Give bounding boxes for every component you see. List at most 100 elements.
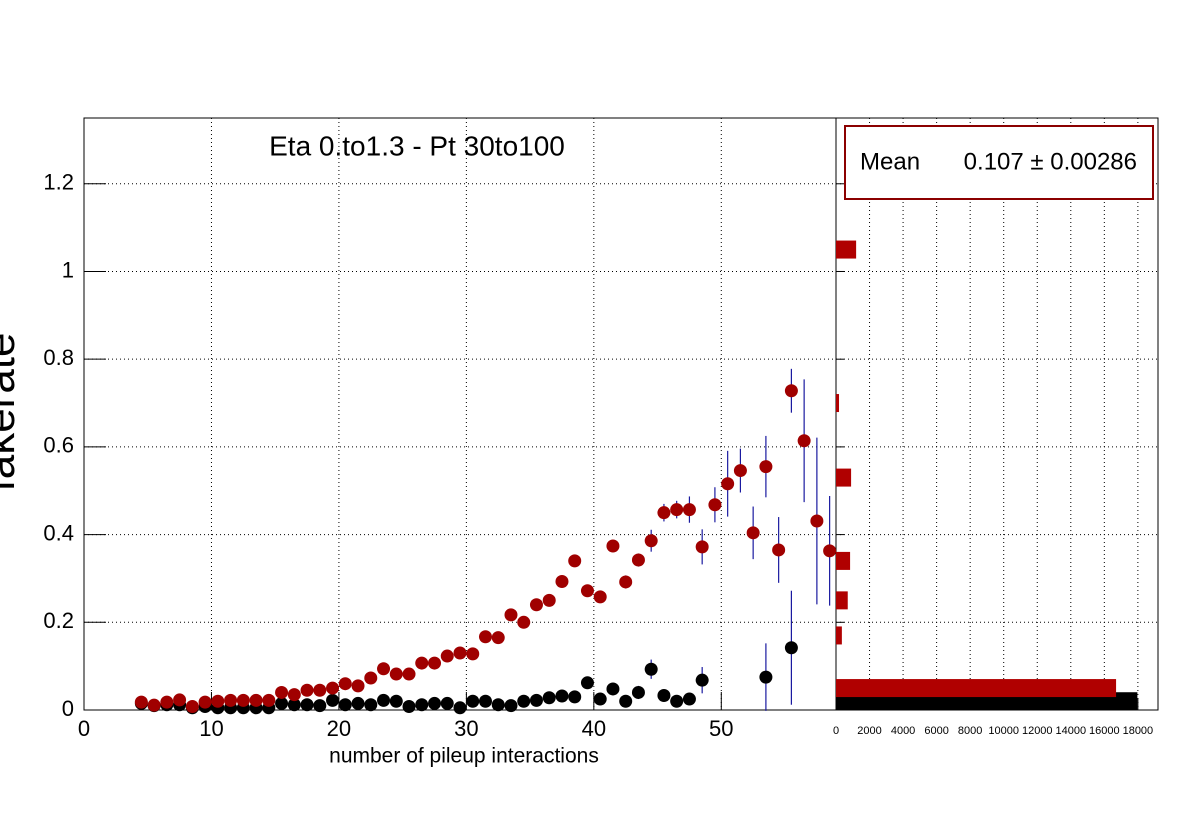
data-point	[784, 384, 798, 398]
x-tick-label: 8000	[958, 725, 982, 737]
data-point	[529, 693, 543, 707]
data-point	[377, 693, 391, 707]
y-tick-label: 0.2	[43, 608, 74, 633]
data-point	[313, 699, 327, 713]
x-tick-label: 20	[327, 716, 351, 741]
data-point	[504, 699, 518, 713]
data-point	[351, 696, 365, 710]
data-point	[249, 693, 263, 707]
data-point	[695, 673, 709, 687]
y-tick-label: 0	[62, 696, 74, 721]
data-point	[402, 667, 416, 681]
data-point	[517, 694, 531, 708]
y-tick-label: 0.4	[43, 520, 74, 545]
data-point	[440, 696, 454, 710]
data-point	[657, 506, 671, 520]
data-point	[568, 554, 582, 568]
data-point	[759, 460, 773, 474]
data-point	[389, 694, 403, 708]
data-point	[555, 689, 569, 703]
data-point	[580, 584, 594, 598]
data-point	[466, 647, 480, 661]
data-point	[772, 543, 786, 557]
y-axis-label: fakerate	[0, 333, 24, 492]
data-point	[338, 698, 352, 712]
data-point	[134, 695, 148, 709]
data-point	[721, 477, 735, 491]
x-tick-label: 16000	[1089, 725, 1120, 737]
data-point	[275, 685, 289, 699]
x-axis-label: number of pileup interactions	[329, 745, 599, 768]
data-point	[644, 662, 658, 676]
data-point	[682, 503, 696, 517]
data-point	[287, 698, 301, 712]
data-point	[670, 503, 684, 517]
data-point	[491, 698, 505, 712]
data-point	[466, 694, 480, 708]
x-tick-label: 14000	[1055, 725, 1086, 737]
data-point	[415, 698, 429, 712]
bar	[836, 679, 1117, 698]
x-tick-label: 4000	[891, 725, 915, 737]
data-point	[236, 693, 250, 707]
data-point	[529, 598, 543, 612]
data-point	[708, 498, 722, 512]
data-point	[733, 464, 747, 478]
data-point	[415, 656, 429, 670]
data-point	[275, 696, 289, 710]
data-point	[440, 649, 454, 663]
x-tick-label: 0	[78, 716, 90, 741]
x-tick-label: 40	[582, 716, 606, 741]
bar	[836, 240, 857, 259]
data-point	[695, 540, 709, 554]
data-point	[542, 593, 556, 607]
bar	[836, 591, 848, 610]
data-point	[542, 691, 556, 705]
data-point	[262, 693, 276, 707]
data-point	[478, 630, 492, 644]
x-tick-label: 50	[709, 716, 733, 741]
data-point	[606, 682, 620, 696]
data-point	[300, 683, 314, 697]
data-point	[185, 699, 199, 713]
data-point	[287, 688, 301, 702]
data-point	[619, 694, 633, 708]
data-point	[453, 646, 467, 660]
x-tick-label: 6000	[924, 725, 948, 737]
bar	[836, 468, 852, 487]
y-tick-label: 1	[62, 257, 74, 282]
stats-box	[844, 125, 1154, 200]
data-point	[402, 699, 416, 713]
data-point	[313, 683, 327, 697]
data-point	[631, 685, 645, 699]
data-point	[580, 676, 594, 690]
data-point	[823, 544, 837, 558]
data-point	[326, 681, 340, 695]
data-point	[198, 695, 212, 709]
data-point	[300, 698, 314, 712]
data-point	[682, 692, 696, 706]
data-point	[428, 696, 442, 710]
data-point	[478, 694, 492, 708]
x-tick-label: 10000	[988, 725, 1019, 737]
data-point	[504, 608, 518, 622]
data-point	[147, 698, 161, 712]
data-point	[797, 434, 811, 448]
data-point	[568, 690, 582, 704]
bar	[836, 626, 842, 645]
y-tick-label: 0.6	[43, 433, 74, 458]
x-tick-label: 10	[199, 716, 223, 741]
x-tick-label: 2000	[857, 725, 881, 737]
data-point	[517, 615, 531, 629]
y-tick-label: 0.8	[43, 345, 74, 370]
data-point	[160, 695, 174, 709]
data-point	[657, 689, 671, 703]
data-point	[593, 692, 607, 706]
stats-label: Mean	[860, 148, 920, 175]
data-point	[453, 701, 467, 715]
data-point	[389, 667, 403, 681]
data-point	[631, 553, 645, 567]
y-tick-label: 1.2	[43, 170, 74, 195]
